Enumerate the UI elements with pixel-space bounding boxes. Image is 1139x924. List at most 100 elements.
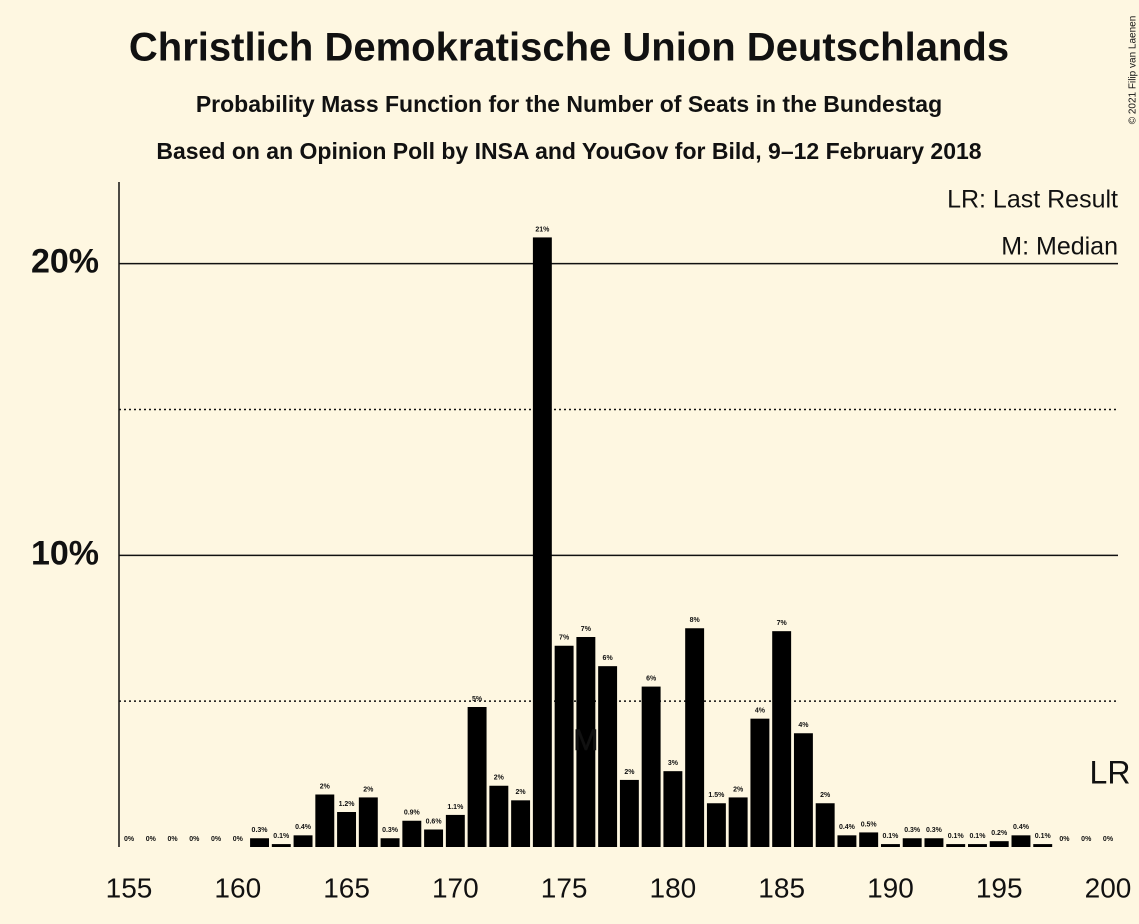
bar [685, 628, 705, 847]
last-result-marker: LR [1090, 754, 1131, 790]
x-tick-label: 185 [758, 872, 805, 903]
bar [445, 814, 465, 847]
bar [967, 844, 987, 847]
bar [576, 637, 596, 847]
chart-subtitle: Probability Mass Function for the Number… [196, 91, 942, 117]
value-label: 0.1% [273, 833, 290, 840]
bar [532, 237, 552, 847]
value-label: 0.6% [426, 818, 443, 825]
x-tick-label: 190 [867, 872, 914, 903]
bar [989, 841, 1009, 847]
bar [706, 803, 726, 847]
value-label: 0.3% [382, 827, 399, 834]
bar [750, 718, 770, 847]
value-label: 0% [146, 836, 157, 843]
value-label: 0.1% [882, 833, 899, 840]
bar [728, 797, 748, 847]
value-label: 0.3% [252, 827, 269, 834]
bar [598, 666, 618, 847]
value-label: 4% [798, 722, 809, 729]
value-label: 1.1% [447, 804, 464, 811]
value-label: 0.1% [1035, 833, 1052, 840]
value-label: 2% [363, 786, 374, 793]
value-label: 7% [581, 626, 592, 633]
bar [1033, 844, 1053, 847]
bar [489, 785, 509, 847]
value-label: 6% [603, 655, 614, 662]
x-tick-label: 160 [214, 872, 261, 903]
bar [424, 829, 444, 847]
bar [641, 686, 661, 847]
bar [511, 800, 531, 847]
value-label: 0.3% [904, 827, 921, 834]
legend-lr: LR: Last Result [947, 186, 1118, 214]
y-tick-label: 20% [31, 243, 99, 281]
bar [793, 733, 813, 847]
bar [1011, 835, 1031, 847]
value-label: 0% [211, 836, 222, 843]
value-label: 0% [167, 836, 178, 843]
value-label: 21% [535, 226, 550, 233]
value-label: 0% [1081, 836, 1092, 843]
bar [554, 645, 574, 847]
value-label: 2% [624, 769, 635, 776]
bar [902, 838, 922, 847]
value-label: 0% [1103, 836, 1114, 843]
bar [837, 835, 857, 847]
copyright: © 2021 Filip van Laenen [1128, 16, 1139, 125]
chart-title: Christlich Demokratische Union Deutschla… [129, 26, 1009, 70]
value-label: 3% [668, 760, 679, 767]
value-label: 0.5% [861, 821, 878, 828]
x-tick-label: 165 [323, 872, 370, 903]
value-label: 0.1% [969, 833, 986, 840]
bar [271, 844, 291, 847]
value-label: 0.2% [991, 830, 1008, 837]
bar [315, 794, 335, 847]
bar [772, 631, 792, 847]
value-label: 0.4% [839, 824, 856, 831]
value-label: 0% [189, 836, 200, 843]
value-label: 0% [124, 836, 135, 843]
x-tick-label: 175 [541, 872, 588, 903]
bar [467, 707, 487, 847]
bar [380, 838, 400, 847]
median-marker: M [573, 724, 598, 757]
bar [250, 838, 270, 847]
value-label: 2% [494, 775, 505, 782]
value-label: 1.2% [339, 801, 356, 808]
value-label: 0% [233, 836, 244, 843]
bar [293, 835, 313, 847]
value-label: 0.4% [295, 824, 312, 831]
bar [663, 771, 683, 847]
legend-median: M: Median [1001, 233, 1118, 261]
bar [815, 803, 835, 847]
x-tick-label: 155 [106, 872, 153, 903]
value-label: 7% [777, 620, 788, 627]
value-label: 0.9% [404, 810, 421, 817]
bar [402, 820, 422, 847]
value-label: 7% [559, 635, 570, 642]
chart-source: Based on an Opinion Poll by INSA and You… [156, 138, 981, 164]
bar [946, 844, 966, 847]
value-label: 2% [820, 792, 831, 799]
value-label: 0% [1059, 836, 1070, 843]
x-tick-label: 170 [432, 872, 479, 903]
value-label: 0.4% [1013, 824, 1030, 831]
value-label: 2% [733, 786, 744, 793]
value-label: 4% [755, 708, 766, 715]
value-label: 2% [320, 783, 331, 790]
value-label: 8% [690, 617, 701, 624]
x-tick-label: 195 [976, 872, 1023, 903]
value-label: 0.1% [948, 833, 965, 840]
bar [619, 779, 639, 847]
x-tick-label: 200 [1085, 872, 1132, 903]
value-label: 6% [646, 675, 657, 682]
x-tick-label: 180 [650, 872, 697, 903]
value-label: 2% [516, 789, 527, 796]
bar [358, 797, 378, 847]
y-tick-label: 10% [31, 534, 99, 572]
value-label: 1.5% [708, 792, 725, 799]
value-label: 0.3% [926, 827, 943, 834]
bar [880, 844, 900, 847]
